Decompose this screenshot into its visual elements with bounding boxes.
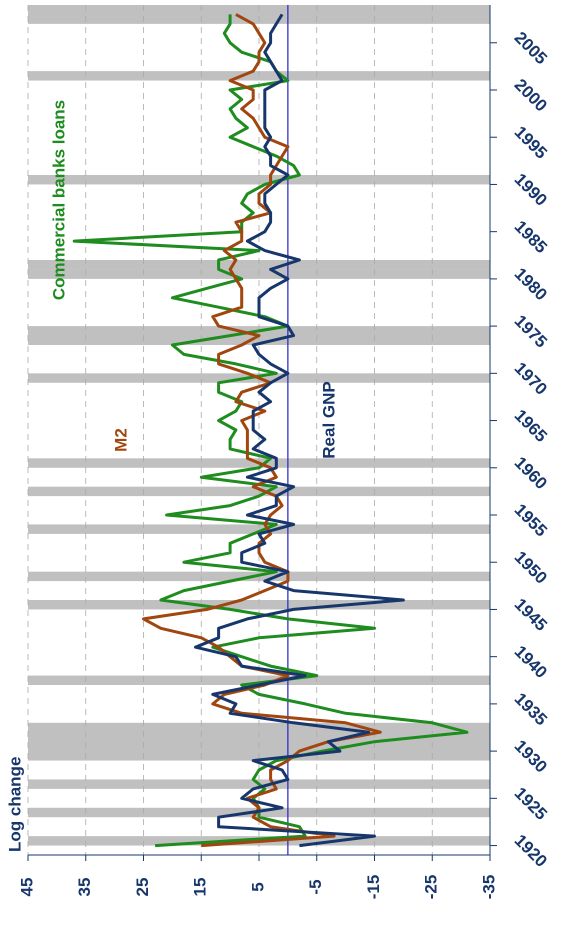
y-tick-label: 25	[133, 878, 152, 897]
x-tick-label: 1960	[511, 453, 551, 493]
x-tick-label: 1920	[511, 831, 551, 871]
x-tick-label: 2000	[511, 75, 551, 115]
x-tick-label: 1935	[511, 689, 551, 729]
x-tick-label: 1955	[511, 500, 551, 540]
y-tick-label: 5	[248, 882, 267, 891]
x-tick-label: 1990	[511, 170, 551, 210]
recession-band	[28, 524, 490, 534]
x-tick-label: 1975	[511, 311, 551, 351]
series-label: M2	[111, 428, 130, 452]
y-tick-label: -15	[364, 875, 383, 900]
y-tick-label: -5	[306, 879, 325, 894]
x-tick-label: 1940	[511, 642, 551, 682]
x-tick-label: 1995	[511, 122, 551, 162]
axis-label: Log change	[5, 757, 24, 852]
y-tick-label: 35	[75, 878, 94, 897]
x-tick-label: 1970	[511, 359, 551, 399]
y-tick-label: 15	[191, 878, 210, 897]
recession-band	[28, 175, 490, 185]
y-tick-label: -35	[479, 875, 498, 900]
x-tick-label: 1945	[511, 595, 551, 635]
series-label: Real GNP	[319, 381, 338, 458]
x-tick-label: 1965	[511, 406, 551, 446]
x-tick-label: 1925	[511, 784, 551, 824]
y-tick-label: -25	[422, 875, 441, 900]
x-tick-label: 2005	[511, 28, 551, 68]
recession-band	[28, 260, 490, 270]
x-tick-label: 1930	[511, 736, 551, 776]
x-tick-label: 1950	[511, 547, 551, 587]
series-label: Commercial banks loans	[49, 100, 68, 300]
series-line	[194, 13, 405, 848]
y-tick-label: 45	[17, 878, 36, 897]
x-tick-label: 1980	[511, 264, 551, 304]
series-line	[142, 13, 382, 848]
x-tick-label: 1985	[511, 217, 551, 257]
